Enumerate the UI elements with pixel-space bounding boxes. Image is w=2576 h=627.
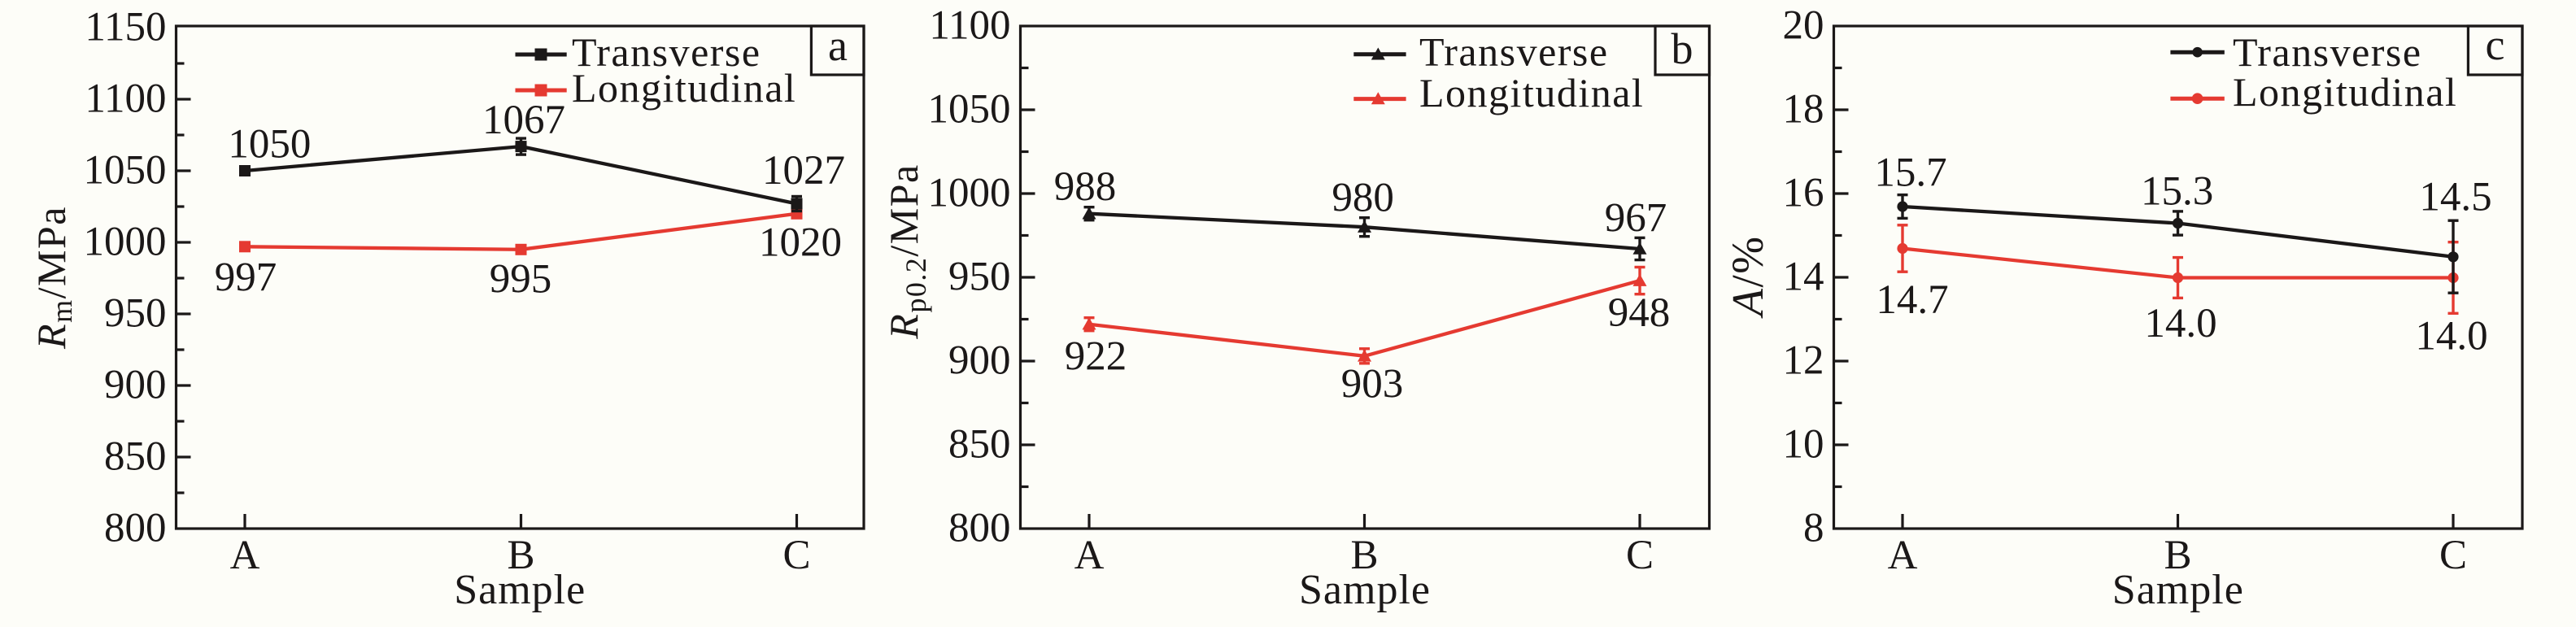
svg-text:8: 8: [1803, 506, 1824, 551]
svg-text:Longitudinal: Longitudinal: [1419, 70, 1644, 115]
svg-text:Rm/MPa: Rm/MPa: [28, 206, 78, 350]
svg-text:14.7: 14.7: [1876, 277, 1948, 323]
svg-text:800: 800: [104, 506, 167, 551]
svg-text:A/%: A/%: [1723, 235, 1772, 319]
svg-text:Transverse: Transverse: [572, 29, 761, 75]
svg-text:Sample: Sample: [1299, 567, 1431, 613]
svg-text:C: C: [1626, 533, 1654, 578]
svg-text:1020: 1020: [759, 220, 842, 266]
svg-text:1027: 1027: [762, 148, 845, 194]
svg-text:1050: 1050: [928, 87, 1011, 133]
svg-text:b: b: [1672, 24, 1693, 73]
svg-text:1050: 1050: [228, 122, 311, 168]
svg-text:A: A: [230, 533, 260, 578]
svg-text:850: 850: [104, 434, 167, 480]
svg-text:Sample: Sample: [454, 567, 586, 613]
svg-text:14.5: 14.5: [2419, 175, 2491, 220]
svg-text:1100: 1100: [85, 76, 166, 122]
svg-text:16: 16: [1783, 171, 1824, 216]
svg-text:1000: 1000: [928, 171, 1011, 216]
svg-text:950: 950: [104, 291, 167, 337]
svg-text:a: a: [828, 21, 848, 70]
svg-text:B: B: [507, 533, 534, 578]
svg-text:B: B: [2164, 533, 2191, 578]
svg-text:1067: 1067: [482, 98, 565, 143]
svg-text:C: C: [2439, 533, 2467, 578]
svg-text:1100: 1100: [929, 3, 1010, 49]
svg-text:850: 850: [948, 422, 1011, 468]
svg-text:Transverse: Transverse: [2233, 29, 2422, 75]
svg-text:15.3: 15.3: [2141, 169, 2213, 215]
svg-text:995: 995: [490, 257, 552, 303]
svg-text:Sample: Sample: [2112, 567, 2244, 613]
svg-text:800: 800: [948, 506, 1011, 551]
svg-text:B: B: [1350, 533, 1378, 578]
svg-text:950: 950: [948, 255, 1011, 300]
svg-text:C: C: [782, 533, 810, 578]
svg-text:980: 980: [1332, 175, 1394, 220]
svg-text:922: 922: [1065, 333, 1127, 379]
svg-text:14: 14: [1783, 255, 1824, 300]
svg-text:A: A: [1074, 533, 1105, 578]
svg-text:14.0: 14.0: [2144, 301, 2216, 346]
svg-text:997: 997: [215, 255, 277, 301]
svg-text:1050: 1050: [84, 148, 167, 194]
svg-text:c: c: [2486, 20, 2505, 69]
svg-text:Transverse: Transverse: [1419, 28, 1609, 74]
svg-text:A: A: [1888, 533, 1918, 578]
svg-text:900: 900: [948, 338, 1011, 384]
svg-text:Longitudinal: Longitudinal: [2233, 69, 2457, 115]
svg-text:12: 12: [1783, 338, 1824, 384]
svg-text:15.7: 15.7: [1874, 150, 1946, 196]
svg-text:Longitudinal: Longitudinal: [572, 65, 796, 111]
svg-text:1000: 1000: [84, 220, 167, 265]
svg-text:20: 20: [1783, 3, 1824, 49]
svg-text:1150: 1150: [85, 5, 166, 50]
svg-text:903: 903: [1341, 362, 1404, 407]
svg-text:Rp0.2/MPa: Rp0.2/MPa: [881, 163, 932, 339]
svg-text:900: 900: [104, 363, 167, 408]
svg-text:18: 18: [1783, 87, 1824, 133]
svg-text:948: 948: [1608, 290, 1671, 336]
svg-text:14.0: 14.0: [2415, 314, 2487, 359]
svg-text:988: 988: [1054, 164, 1117, 210]
svg-text:10: 10: [1783, 422, 1824, 468]
svg-text:967: 967: [1605, 196, 1667, 242]
